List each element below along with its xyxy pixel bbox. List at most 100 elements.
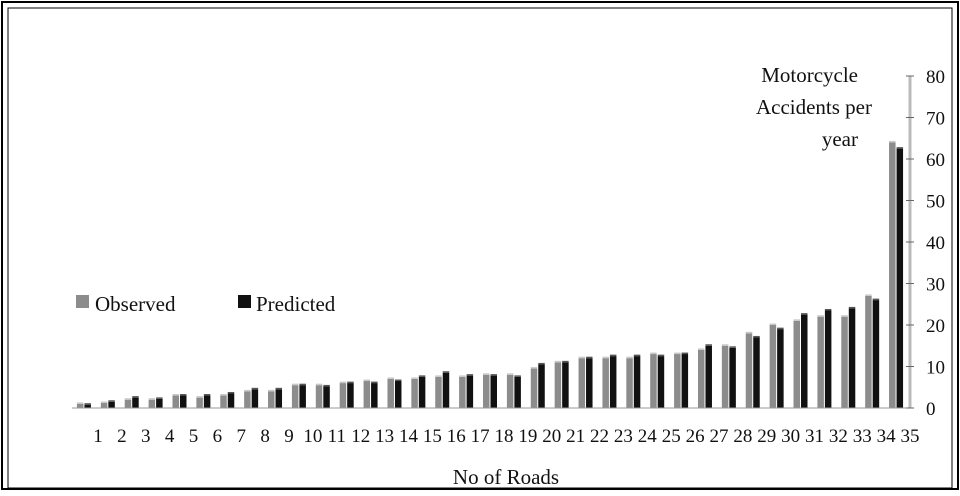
x-tick-label-25: 25 [662,426,681,447]
bar-top-predicted-10 [299,383,306,386]
bar-observed-30 [769,325,777,408]
bar-top-observed-4 [148,398,156,400]
x-tick-label-31: 31 [805,426,824,447]
bar-top-observed-17 [459,375,466,377]
x-tick-label-29: 29 [757,426,776,447]
bar-top-observed-14 [387,377,394,379]
bar-observed-2 [100,403,108,408]
bar-predicted-11 [323,386,330,408]
bar-predicted-20 [538,364,545,408]
bar-top-predicted-22 [586,356,593,359]
y-tick-label-0: 0 [926,399,936,420]
bar-top-predicted-15 [418,375,426,377]
bar-top-observed-7 [220,394,227,396]
bar-top-predicted-31 [801,313,808,315]
x-tick-label-17: 17 [471,426,490,447]
bar-predicted-19 [514,376,521,409]
bar-predicted-2 [108,401,115,408]
x-tick-label-13: 13 [375,426,394,447]
y-tick-label-40: 40 [926,233,945,254]
bar-top-predicted-33 [848,306,856,309]
bar-predicted-26 [681,354,689,408]
bar-observed-6 [196,397,203,409]
bar-predicted-14 [394,381,402,408]
bar-predicted-15 [418,376,426,409]
bar-top-observed-27 [697,348,705,350]
bar-observed-20 [530,368,538,408]
bar-top-observed-5 [172,394,179,396]
bars-group [72,140,908,409]
bar-predicted-7 [227,393,235,408]
bar-top-predicted-20 [538,362,545,365]
legend: Observed Predicted [76,292,336,316]
x-tick-label-26: 26 [686,426,705,447]
x-tick-label-4: 4 [165,426,175,447]
bar-observed-29 [745,333,753,408]
bar-top-predicted-16 [442,371,450,373]
bar-observed-19 [506,374,514,408]
bar-top-predicted-34 [872,298,880,301]
bar-top-predicted-7 [227,391,235,394]
bar-top-predicted-35 [896,147,904,149]
bar-observed-22 [578,358,586,408]
bar-top-observed-10 [291,383,299,386]
bar-top-predicted-27 [705,344,712,346]
bar-top-observed-25 [650,352,657,355]
bar-top-predicted-2 [108,400,115,402]
bar-predicted-16 [442,372,450,408]
bar-top-observed-30 [769,323,777,325]
bar-top-observed-15 [411,377,418,379]
x-tick-label-12: 12 [351,426,370,447]
bar-top-observed-35 [889,140,896,143]
bar-top-observed-1 [76,402,84,404]
bar-top-observed-34 [865,294,872,296]
x-tick-label-9: 9 [284,426,294,447]
bar-top-observed-2 [100,401,108,404]
bar-observed-32 [817,316,824,408]
bar-top-observed-32 [817,315,824,317]
bar-predicted-5 [179,395,187,408]
x-tick-label-19: 19 [518,426,537,447]
bar-observed-25 [650,354,657,408]
bar-top-observed-31 [793,319,801,321]
x-tick-label-28: 28 [733,426,752,447]
x-tick-label-3: 3 [141,426,151,447]
x-tick-label-30: 30 [781,426,800,447]
bar-observed-12 [339,383,347,408]
bar-top-observed-13 [363,379,371,382]
bar-predicted-33 [848,308,856,408]
bar-top-predicted-19 [514,375,521,377]
bar-predicted-25 [657,356,665,409]
x-tick-label-27: 27 [709,426,728,447]
bar-observed-14 [387,378,394,408]
bar-top-observed-26 [674,352,681,355]
bar-top-predicted-24 [633,354,641,357]
bar-predicted-6 [203,395,211,408]
y-tick-label-70: 70 [926,109,945,130]
bar-observed-11 [315,385,323,408]
bar-top-predicted-30 [777,327,784,330]
bar-top-observed-3 [124,398,132,400]
y-axis-label-line-1: Motorcycle [761,63,858,87]
x-tick-label-35: 35 [901,426,920,447]
y-tick-label-50: 50 [926,192,945,213]
bar-predicted-28 [729,347,736,408]
bar-top-predicted-8 [251,387,259,390]
x-tick-label-23: 23 [614,426,633,447]
bar-top-predicted-21 [562,360,569,363]
bar-top-predicted-9 [275,387,283,390]
y-tick-label-60: 60 [926,150,945,171]
x-tick-label-24: 24 [638,426,658,447]
bar-predicted-35 [896,148,904,409]
y-axis-label-line-3: year [822,127,858,151]
bar-observed-16 [435,376,442,409]
bar-observed-10 [291,385,299,408]
x-tick-label-7: 7 [237,426,247,447]
bar-top-observed-29 [745,331,753,334]
x-tick-label-2: 2 [117,426,127,447]
bar-top-observed-11 [315,383,323,386]
bar-top-predicted-1 [84,403,91,405]
